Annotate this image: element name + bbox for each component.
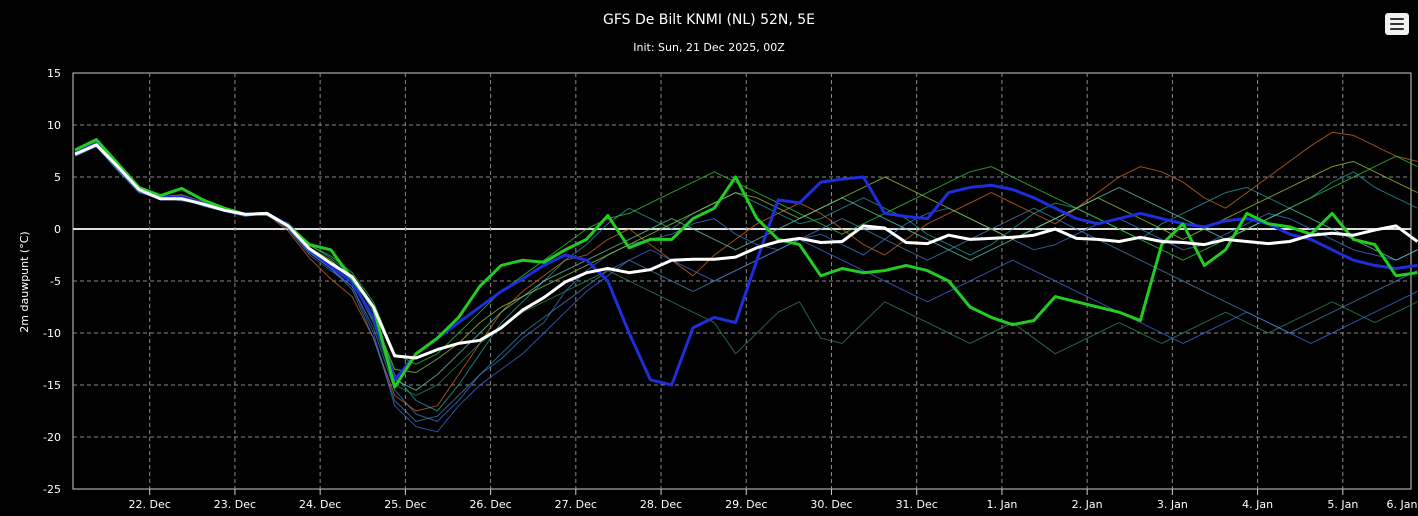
x-tick-label: 23. Dec [214,498,256,511]
hamburger-menu-icon[interactable] [1385,13,1409,35]
x-tick-label: 30. Dec [810,498,852,511]
x-tick-label: 6. Jan [1387,498,1418,511]
x-tick-label: 4. Jan [1242,498,1273,511]
y-tick-label: -5 [50,275,61,288]
y-tick-label: 0 [54,223,61,236]
x-tick-label: 29. Dec [725,498,767,511]
x-tick-label: 27. Dec [555,498,597,511]
y-tick-label: -20 [43,431,61,444]
y-tick-label: -10 [43,327,61,340]
x-tick-label: 1. Jan [986,498,1017,511]
x-tick-label: 31. Dec [896,498,938,511]
x-tick-label: 25. Dec [384,498,426,511]
y-tick-label: 15 [47,67,61,80]
chart-series-group [74,131,1418,433]
x-tick-label: 3. Jan [1157,498,1188,511]
x-tick-label: 5. Jan [1327,498,1358,511]
series-line [74,131,1418,412]
y-axis-label: 2m dauwpunt (°C) [18,231,31,332]
y-axis-ticks: -25 -20 -15 -10 -5 0 5 10 15 [43,67,61,496]
series-line [74,143,1418,360]
y-tick-label: -25 [43,483,61,496]
y-tick-label: -15 [43,379,61,392]
x-tick-label: 22. Dec [129,498,171,511]
series-line [74,142,1418,422]
x-tick-label: 26. Dec [469,498,511,511]
chart-subtitle: Init: Sun, 21 Dec 2025, 00Z [633,41,785,54]
chart-grid [72,72,1412,490]
x-tick-label: 24. Dec [299,498,341,511]
y-tick-label: 5 [54,171,61,184]
x-tick-label: 2. Jan [1072,498,1103,511]
x-tick-label: 28. Dec [640,498,682,511]
x-axis-ticks: 22. Dec 23. Dec 24. Dec 25. Dec 26. Dec 27. D… [129,489,1418,511]
chart-title: GFS De Bilt KNMI (NL) 52N, 5E [603,12,815,28]
y-tick-label: 10 [47,119,61,132]
